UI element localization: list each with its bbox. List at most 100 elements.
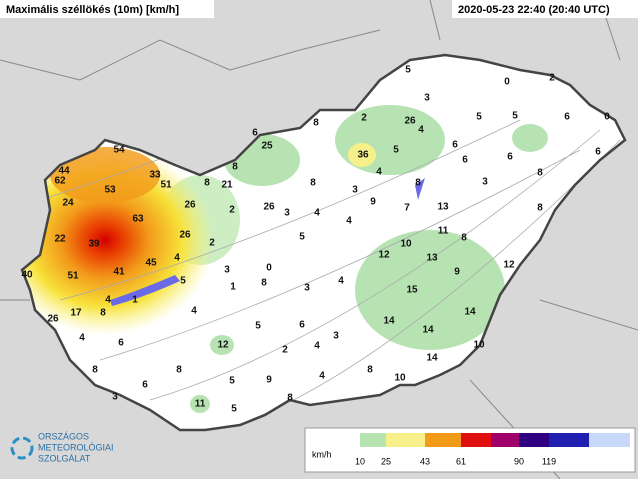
station-value: 6 — [595, 147, 601, 158]
station-value: 3 — [224, 265, 230, 276]
station-value: 2 — [282, 345, 288, 356]
station-value: 13 — [437, 202, 449, 213]
station-value: 8 — [310, 178, 316, 189]
station-value: 51 — [67, 271, 79, 282]
station-value: 8 — [204, 178, 210, 189]
station-value: 10 — [400, 239, 412, 250]
station-value: 53 — [104, 185, 116, 196]
station-value: 4 — [105, 295, 111, 306]
station-value: 26 — [404, 116, 416, 127]
station-value: 1 — [132, 295, 138, 306]
station-value: 45 — [145, 258, 157, 269]
station-value: 12 — [503, 260, 515, 271]
station-value: 3 — [424, 93, 430, 104]
station-value: 0 — [604, 112, 610, 123]
station-value: 6 — [564, 112, 570, 123]
station-value: 24 — [62, 198, 74, 209]
legend-unit: km/h — [312, 449, 332, 459]
station-value: 6 — [299, 320, 305, 331]
station-value: 4 — [79, 333, 85, 344]
station-value: 8 — [415, 178, 421, 189]
station-value: 4 — [346, 216, 352, 227]
station-value: 6 — [507, 152, 513, 163]
station-value: 4 — [314, 341, 320, 352]
station-value: 36 — [357, 150, 369, 161]
station-value: 8 — [537, 168, 543, 179]
station-value: 14 — [464, 307, 476, 318]
station-value: 3 — [352, 185, 358, 196]
station-value: 3 — [304, 283, 310, 294]
station-value: 26 — [184, 200, 196, 211]
station-value: 33 — [149, 170, 161, 181]
station-value: 13 — [426, 253, 438, 264]
station-value: 3 — [112, 392, 118, 403]
station-value: 9 — [266, 375, 272, 386]
station-value: 8 — [261, 278, 267, 289]
station-value: 41 — [113, 267, 125, 278]
station-value: 3 — [482, 177, 488, 188]
title-box — [0, 0, 214, 18]
station-value: 4 — [338, 276, 344, 287]
station-value: 5 — [512, 111, 518, 122]
station-value: 5 — [231, 404, 237, 415]
station-value: 7 — [404, 203, 410, 214]
station-value: 6 — [142, 380, 148, 391]
station-value: 11 — [438, 226, 449, 237]
station-value: 8 — [232, 162, 238, 173]
station-value: 0 — [504, 77, 510, 88]
time-box — [452, 0, 638, 18]
station-value: 51 — [160, 180, 172, 191]
station-value: 8 — [537, 203, 543, 214]
station-value: 25 — [261, 141, 273, 152]
station-value: 6 — [118, 338, 124, 349]
station-value: 4 — [191, 306, 197, 317]
logo: ORSZÁGOS METEOROLÓGIAI SZOLGÁLAT — [10, 431, 114, 463]
station-value: 8 — [176, 365, 182, 376]
station-value: 5 — [229, 376, 235, 387]
station-value: 4 — [418, 125, 424, 136]
logo-text: SZOLGÁLAT — [38, 453, 91, 463]
station-value: 26 — [263, 202, 275, 213]
station-value: 17 — [70, 308, 82, 319]
station-value: 4 — [319, 371, 325, 382]
station-value: 4 — [376, 167, 382, 178]
station-value: 10 — [473, 340, 485, 351]
station-value: 1 — [230, 282, 236, 293]
station-value: 21 — [221, 180, 233, 191]
station-value: 8 — [92, 365, 98, 376]
legend-tick-label: 61 — [456, 456, 466, 466]
station-value: 6 — [462, 155, 468, 166]
station-value: 14 — [383, 316, 395, 327]
legend-tick-label: 119 — [542, 456, 556, 466]
station-value: 2 — [229, 205, 235, 216]
station-value: 14 — [426, 353, 438, 364]
station-value: 14 — [422, 325, 434, 336]
station-value: 5 — [180, 276, 186, 287]
station-value: 22 — [54, 234, 66, 245]
lake — [110, 275, 180, 306]
station-value: 5 — [299, 232, 305, 243]
station-value: 3 — [333, 331, 339, 342]
station-value: 8 — [100, 308, 106, 319]
station-value: 26 — [47, 314, 59, 325]
station-value: 54 — [113, 145, 125, 156]
station-value: 4 — [314, 208, 320, 219]
legend-tick-label: 43 — [420, 456, 430, 466]
station-value: 8 — [461, 233, 467, 244]
station-value: 12 — [378, 250, 390, 261]
station-value: 8 — [367, 365, 373, 376]
station-value: 5 — [476, 112, 482, 123]
station-value: 62 — [54, 176, 66, 187]
station-value: 9 — [454, 267, 460, 278]
station-value: 2 — [549, 73, 555, 84]
station-value: 8 — [313, 118, 319, 129]
title: Maximális széllökés (10m) [km/h] — [6, 4, 179, 16]
lake — [415, 178, 425, 200]
station-value: 40 — [21, 270, 33, 281]
station-value: 3 — [284, 208, 290, 219]
logo-text: METEOROLÓGIAI — [38, 442, 114, 452]
station-value: 5 — [393, 145, 399, 156]
station-value: 5 — [405, 65, 411, 76]
